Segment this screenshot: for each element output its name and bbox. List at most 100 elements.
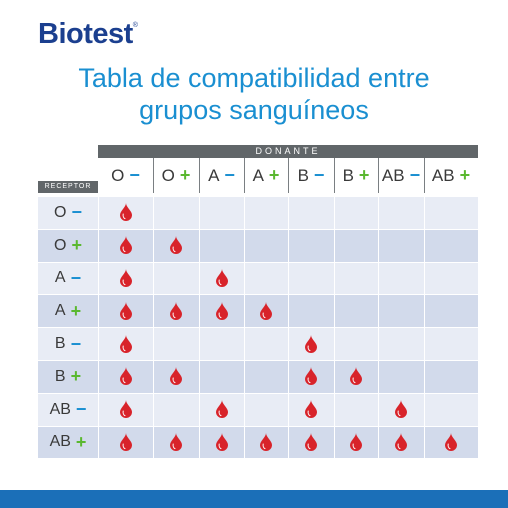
group-base-label: B [297, 165, 309, 185]
receptor-row-header: B + [38, 361, 98, 393]
blood-drop-icon [395, 400, 407, 419]
table-row [38, 197, 478, 229]
header-divider [424, 158, 425, 193]
blood-drop-icon [119, 301, 132, 320]
group-base-label: A [208, 165, 220, 185]
rh-sign-label: − [409, 165, 421, 185]
blood-drop-icon [305, 367, 317, 386]
receptor-row-header: O − [38, 197, 98, 229]
blood-drop-icon [395, 433, 407, 451]
blood-drop-icon [170, 236, 182, 255]
receptor-row-header: AB − [38, 394, 98, 426]
donor-column-header: O + [153, 158, 199, 193]
rh-sign-label: − [70, 333, 82, 354]
blood-drop-icon [305, 400, 317, 419]
blood-drop-icon [170, 433, 182, 451]
group-base-label: O [54, 203, 67, 221]
donor-column-header: O − [98, 158, 153, 193]
blood-drop-icon [260, 433, 272, 451]
table-row [38, 295, 478, 328]
rh-sign-label: − [75, 399, 87, 420]
blood-drop-icon [119, 269, 132, 287]
header-divider [199, 158, 200, 193]
page-title: Tabla de compatibilidad entre grupos san… [0, 62, 508, 126]
blood-drop-icon [215, 301, 228, 320]
grid-divider [199, 197, 200, 460]
donor-column-header: AB − [378, 158, 424, 193]
donor-column-header: B − [288, 158, 334, 193]
rh-sign-label: + [268, 165, 280, 185]
receptor-header: RECEPTOR [38, 181, 98, 193]
table-row [38, 426, 478, 459]
blood-drop-icon [305, 334, 317, 353]
grid-divider [378, 197, 379, 460]
brand-name: Biotest [38, 18, 133, 50]
footer-bar [0, 490, 508, 508]
group-base-label: AB [49, 400, 71, 418]
rh-sign-label: + [71, 235, 82, 256]
donor-column-header: B + [334, 158, 378, 193]
group-base-label: B [54, 367, 66, 385]
rh-sign-label: + [75, 431, 87, 452]
grid-divider [334, 197, 335, 460]
blood-drop-icon [445, 433, 457, 451]
blood-drop-icon [119, 367, 132, 386]
group-base-label: A [54, 269, 66, 287]
blood-drop-icon [170, 367, 182, 386]
header-divider [334, 158, 335, 193]
group-base-label: O [54, 236, 67, 254]
table-row [38, 393, 478, 426]
receptor-row-header: A − [38, 263, 98, 295]
blood-drop-icon [215, 269, 228, 287]
table-row [38, 328, 478, 360]
group-base-label: AB [381, 165, 405, 185]
group-base-label: A [54, 302, 66, 320]
blood-drop-icon [170, 301, 182, 320]
blood-drop-icon [215, 400, 228, 419]
blood-drop-icon [119, 203, 132, 222]
blood-drop-icon [305, 433, 317, 451]
grid-divider [153, 197, 154, 460]
grid-divider [244, 197, 245, 460]
receptor-row-header: B − [38, 328, 98, 360]
donor-column-header: AB + [424, 158, 478, 193]
group-base-label: A [252, 165, 264, 185]
grid-divider [98, 197, 99, 460]
grid-divider [424, 197, 425, 460]
title-line-2: grupos sanguíneos [139, 95, 369, 125]
table-row [38, 262, 478, 295]
title-line-1: Tabla de compatibilidad entre [78, 63, 430, 93]
group-base-label: O [111, 165, 125, 185]
header-divider [244, 158, 245, 193]
blood-drop-icon [350, 367, 362, 386]
header-divider [288, 158, 289, 193]
rh-sign-label: + [358, 165, 370, 185]
rh-sign-label: + [70, 366, 82, 387]
receptor-row-header: O + [38, 230, 98, 262]
rh-sign-label: − [71, 202, 82, 223]
blood-drop-icon [260, 301, 272, 320]
trademark-symbol: ® [132, 22, 138, 29]
blood-drop-icon [350, 433, 362, 451]
group-base-label: B [54, 335, 66, 353]
donor-header: DONANTE [98, 145, 478, 158]
rh-sign-label: + [179, 165, 191, 185]
blood-drop-icon [119, 236, 132, 255]
rh-sign-label: + [70, 300, 82, 321]
blood-drop-icon [119, 334, 132, 353]
group-base-label: O [161, 165, 175, 185]
donor-column-header: A − [199, 158, 244, 193]
rh-sign-label: − [224, 165, 235, 185]
blood-drop-icon [215, 433, 228, 451]
blood-drop-icon [119, 400, 132, 419]
rh-sign-label: − [313, 165, 325, 185]
rh-sign-label: + [459, 165, 471, 185]
donor-column-header: A + [244, 158, 288, 193]
table-row [38, 229, 478, 262]
receptor-row-header: A + [38, 295, 98, 327]
header-divider [153, 158, 154, 193]
biotest-logo: Biotest® [38, 18, 138, 51]
blood-drop-icon [119, 433, 132, 451]
header-divider [378, 158, 379, 193]
receptor-row-header: AB + [38, 427, 98, 459]
